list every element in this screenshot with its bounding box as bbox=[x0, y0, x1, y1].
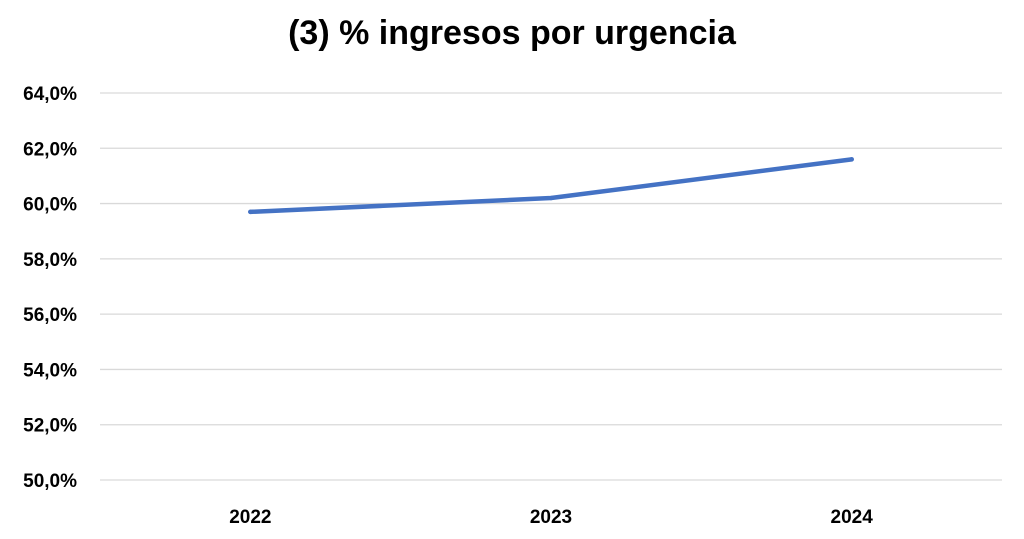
y-tick-label: 54,0% bbox=[23, 360, 77, 381]
data-point bbox=[248, 209, 253, 215]
x-tick-label: 2024 bbox=[831, 507, 874, 528]
gridlines bbox=[100, 92, 1002, 481]
y-tick-label: 52,0% bbox=[23, 416, 77, 437]
x-tick-label: 2023 bbox=[530, 507, 572, 528]
y-tick-label: 60,0% bbox=[23, 195, 77, 216]
y-tick-label: 58,0% bbox=[23, 250, 77, 271]
y-tick-label: 62,0% bbox=[23, 139, 77, 160]
y-axis-ticks: 50,0% 52,0% 54,0% 56,0% 58,0% 60,0% 62,0% 64,0% bbox=[23, 84, 77, 492]
data-point bbox=[849, 157, 854, 162]
y-tick-label: 50,0% bbox=[23, 471, 77, 492]
chart-title: (3) % ingresos por urgencia bbox=[288, 14, 736, 52]
series-layer bbox=[248, 157, 854, 215]
x-tick-label: 2022 bbox=[229, 507, 271, 528]
y-tick-label: 64,0% bbox=[23, 84, 77, 105]
data-point bbox=[548, 195, 554, 201]
x-axis-ticks: 2022 2023 2024 bbox=[229, 507, 873, 528]
y-tick-label: 56,0% bbox=[23, 305, 77, 326]
